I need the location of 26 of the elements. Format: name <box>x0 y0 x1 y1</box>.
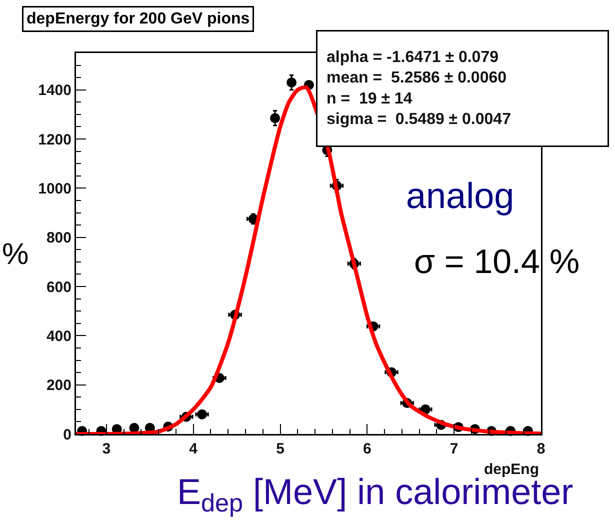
point <box>270 113 280 124</box>
y-tick-label: 400 <box>46 328 72 345</box>
x-tick-label: 4 <box>189 440 198 458</box>
y-tick-label: 800 <box>46 230 72 247</box>
annotation: analog <box>406 175 514 216</box>
point <box>197 409 208 420</box>
annotation: mean = 5.2586 ± 0.0060 <box>326 70 507 87</box>
x-tick-label: 5 <box>276 440 284 458</box>
text: % <box>2 238 29 271</box>
point <box>129 422 140 433</box>
point <box>286 78 297 88</box>
y-tick-label: 0 <box>63 426 72 444</box>
x-tick-label: 8 <box>536 440 546 458</box>
y-tick-label: 1400 <box>38 82 72 100</box>
chart-title: depEnergy for 200 GeV pions <box>26 10 250 28</box>
annotation: n = 19 ± 14 <box>326 90 412 108</box>
y-tick-label: 200 <box>46 377 72 394</box>
y-tick-label: 600 <box>46 278 72 296</box>
x-tick-label: 6 <box>363 440 372 458</box>
annotation: sigma = 0.5489 ± 0.0047 <box>326 111 512 128</box>
x-tick-label: 3 <box>102 440 111 458</box>
y-tick-label: 1200 <box>38 131 72 148</box>
annotation: σ = 10.4 % <box>414 243 580 281</box>
x-tick-label: 7 <box>450 440 458 458</box>
y-tick-label: 1000 <box>38 180 72 198</box>
annotation: alpha = -1.6471 ± 0.079 <box>326 48 499 66</box>
